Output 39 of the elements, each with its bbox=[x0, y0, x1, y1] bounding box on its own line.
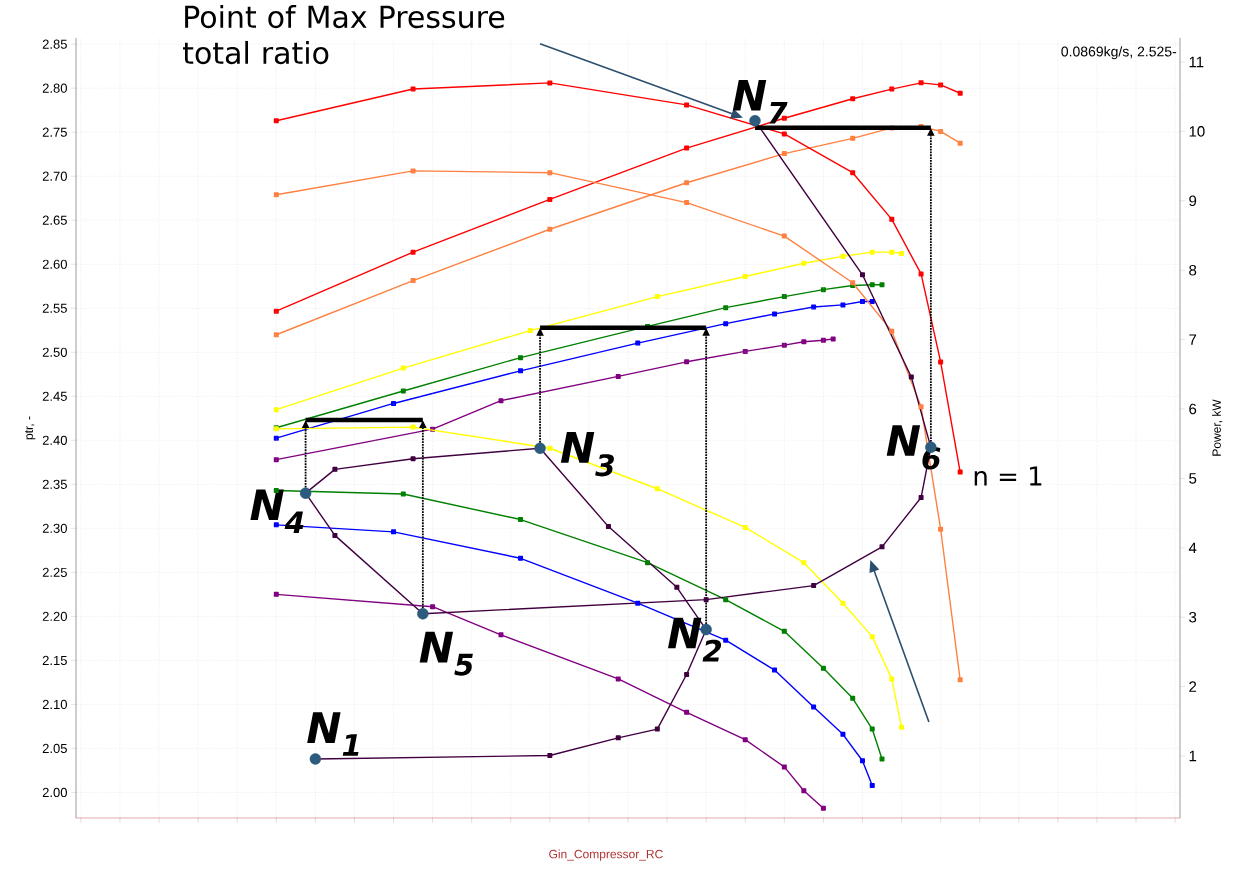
y-tick-label: 2.80 bbox=[42, 83, 67, 93]
y-tick-label: 2.40 bbox=[42, 435, 67, 445]
y2-tick-label: 8 bbox=[1189, 264, 1197, 276]
y2-tick-label: 10 bbox=[1189, 126, 1205, 137]
y-tick-label: 2.85 bbox=[42, 39, 67, 49]
y-tick-label: 2.75 bbox=[42, 127, 67, 137]
y-tick-label: 2.30 bbox=[42, 523, 67, 533]
y2-tick-label: 6 bbox=[1189, 403, 1197, 415]
annotation: N$_{7}$ bbox=[732, 80, 788, 124]
y2-tick-label: 5 bbox=[1189, 473, 1197, 484]
y-tick-label: 2.15 bbox=[42, 655, 67, 665]
y2-tick-label: 3 bbox=[1189, 611, 1197, 623]
y-tick-label: 2.20 bbox=[42, 611, 67, 621]
annotation: n = 1 bbox=[974, 466, 1042, 486]
y-tick-label: 2.05 bbox=[42, 743, 67, 754]
y-tick-label: 2.70 bbox=[42, 171, 67, 181]
y2-tick-label: 2 bbox=[1189, 681, 1197, 692]
y2-tick-label: 7 bbox=[1189, 334, 1197, 345]
y2-tick-label: 4 bbox=[1188, 542, 1197, 553]
y-tick-label: 2.45 bbox=[42, 391, 67, 401]
y2-tick-label: 11 bbox=[1189, 56, 1204, 68]
annotation: N$_{1}$ bbox=[307, 712, 359, 756]
y-tick-label: 2.55 bbox=[42, 303, 67, 313]
y2-axis-title: Power, kW bbox=[1212, 399, 1223, 456]
y-tick-label: 2.25 bbox=[42, 567, 67, 577]
x-axis-title: Gin_Compressor_RC bbox=[549, 849, 663, 861]
annotation: N$_{5}$ bbox=[419, 631, 473, 676]
y-tick-label: 2.50 bbox=[42, 347, 67, 357]
y-tick-label: 2.00 bbox=[42, 787, 67, 798]
y-tick-label: 2.65 bbox=[42, 215, 67, 225]
y-tick-label: 2.35 bbox=[42, 479, 67, 489]
y-axis-title: ptr, - bbox=[25, 416, 36, 440]
annotation: Point of Max Pressure total ratio bbox=[183, 4, 505, 65]
annotation: N$_{2}$ bbox=[667, 617, 722, 662]
y-tick-label: 2.60 bbox=[42, 259, 67, 269]
y-tick-label: 2.10 bbox=[42, 699, 67, 710]
annotation: 0.0869kg/s, 2.525- bbox=[1061, 46, 1177, 60]
y2-tick-label: 9 bbox=[1189, 195, 1197, 207]
y2-tick-label: 1 bbox=[1189, 750, 1197, 762]
